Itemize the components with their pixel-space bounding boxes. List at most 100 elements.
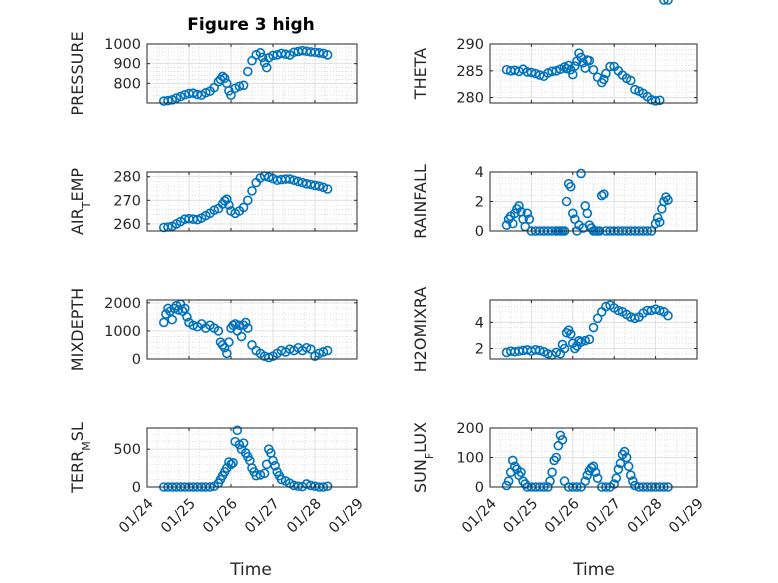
data-point: [613, 305, 624, 316]
data-point: [654, 305, 665, 316]
data-point: [293, 176, 304, 187]
data-point: [238, 438, 249, 448]
data-point: [588, 322, 599, 333]
data-point: [293, 481, 304, 492]
data-point: [580, 476, 591, 486]
data-point: [255, 470, 266, 480]
data-point: [251, 470, 262, 481]
data-point: [650, 96, 661, 106]
y-tick-label: 4: [475, 315, 484, 331]
data-point: [557, 434, 568, 445]
data-point: [609, 479, 620, 489]
y-tick-label: 280: [456, 91, 484, 107]
x-axis-label-right: Time: [572, 560, 615, 580]
data-point: [167, 314, 177, 325]
data-point: [247, 186, 257, 196]
data-point: [652, 212, 663, 223]
data-point: [224, 457, 234, 467]
data-point: [570, 61, 580, 71]
data-point: [163, 95, 173, 106]
data-point: [255, 48, 266, 58]
data-point: [582, 470, 593, 481]
data-point: [507, 218, 518, 229]
y-tick-label: 2: [475, 342, 484, 358]
data-point: [301, 342, 312, 353]
data-point: [268, 50, 278, 61]
data-point: [228, 457, 238, 468]
axes-box: [146, 43, 358, 104]
data-point: [567, 69, 578, 80]
data-point: [314, 348, 325, 359]
data-point: [534, 345, 545, 356]
data-point: [507, 455, 518, 466]
axes-box: [146, 299, 358, 360]
data-point: [596, 190, 607, 201]
data-point: [322, 345, 333, 356]
y-tick-label: 0: [132, 480, 141, 496]
data-point: [240, 317, 251, 328]
subplot-3: 260 270 280 AIRTEMP: [68, 168, 358, 235]
y-axis-label: SUNFLUX: [411, 422, 436, 493]
data-point: [592, 473, 603, 483]
y-tick-label: 270: [113, 193, 141, 209]
axes-box: [146, 171, 358, 232]
data-point: [547, 467, 557, 478]
y-tick-label: 4: [475, 165, 484, 181]
y-axis-label: RAINFALL: [411, 164, 430, 239]
data-point: [584, 55, 595, 66]
data-point: [322, 50, 333, 60]
data-point: [650, 218, 661, 229]
data-point: [501, 220, 512, 230]
y-axis-label: TERRMSL: [68, 422, 93, 494]
y-tick-label: 260: [113, 217, 141, 233]
data-point: [615, 458, 626, 469]
data-point: [659, 0, 669, 5]
data-point: [173, 305, 184, 315]
data-point: [654, 217, 665, 227]
data-point: [224, 200, 234, 210]
y-tick-label: 1000: [104, 37, 141, 53]
data-point: [232, 425, 243, 436]
data-point: [301, 479, 312, 489]
figure-title: Figure 3 high: [187, 15, 315, 35]
y-tick-label: 1000: [104, 324, 141, 340]
y-tick-label: 100: [456, 451, 484, 467]
data-point: [226, 459, 236, 470]
y-axis-label: AIRTEMP: [68, 168, 93, 235]
data-point: [159, 317, 169, 328]
data-point: [501, 480, 512, 491]
data-point: [222, 348, 232, 359]
subplot-6: 2 4 H2OMIXRA: [411, 287, 698, 372]
data-point: [257, 52, 268, 63]
data-point: [565, 329, 576, 339]
data-point: [219, 73, 230, 84]
data-point: [213, 326, 224, 336]
data-point: [561, 327, 572, 338]
subplot-2: 280 285 290 THETA: [411, 0, 698, 107]
x-axis-label-left: Time: [229, 560, 272, 580]
data-point: [234, 81, 245, 92]
data-point: [619, 446, 630, 457]
data-point: [599, 189, 609, 199]
y-tick-label: 280: [113, 170, 141, 186]
data-point: [236, 331, 247, 342]
data-point: [263, 172, 274, 182]
data-point: [601, 68, 611, 79]
y-tick-label: 0: [132, 352, 141, 368]
data-point: [599, 74, 609, 85]
data-point: [322, 184, 333, 194]
y-tick-label: 500: [113, 442, 141, 458]
y-tick-label: 800: [113, 76, 141, 92]
y-axis-label: PRESSURE: [68, 31, 87, 115]
data-point: [605, 61, 615, 72]
data-point: [259, 468, 270, 479]
data-point: [628, 476, 638, 486]
axes-box: [489, 299, 698, 360]
data-point: [270, 461, 280, 471]
data-point: [280, 49, 291, 60]
data-point: [226, 90, 236, 100]
data-point: [567, 208, 578, 219]
data-point: [625, 75, 636, 86]
data-point: [555, 430, 566, 441]
data-point: [322, 481, 333, 492]
